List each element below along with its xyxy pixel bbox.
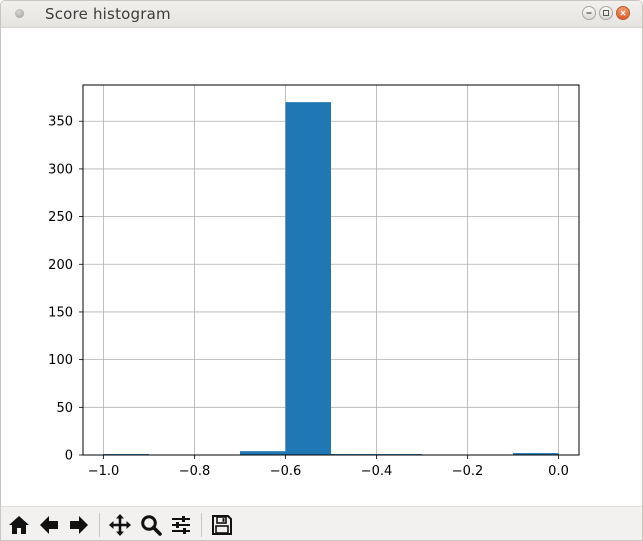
save-button[interactable] (209, 512, 235, 538)
y-tick-label: 350 (48, 115, 73, 130)
toolbar-separator (201, 513, 202, 537)
x-tick-label: −0.2 (452, 464, 484, 479)
y-tick-label: 50 (56, 401, 73, 416)
home-icon (9, 516, 29, 534)
x-tick-label: 0.0 (548, 464, 569, 479)
minimize-icon (586, 12, 592, 14)
x-tick-label: −0.8 (179, 464, 211, 479)
zoom-button[interactable] (138, 512, 164, 538)
y-tick-label: 200 (48, 258, 73, 273)
histogram-bar (285, 102, 331, 455)
close-icon (620, 10, 626, 16)
y-tick-label: 150 (48, 305, 73, 320)
close-button[interactable] (616, 6, 630, 20)
maximize-button[interactable] (599, 6, 613, 20)
back-button[interactable] (36, 512, 62, 538)
x-tick-label: −0.4 (361, 464, 393, 479)
sliders-icon (172, 516, 190, 534)
navigation-toolbar (1, 506, 642, 540)
toolbar-separator (99, 513, 100, 537)
y-tick-label: 250 (48, 210, 73, 225)
histogram-bar (513, 453, 559, 455)
move-icon (109, 514, 131, 536)
maximize-icon (603, 10, 609, 16)
histogram-chart: −1.0 −0.8 −0.6 −0.4 −0.2 0.0 0 50 100 150 200 250 30… (48, 84, 580, 479)
figure-canvas[interactable]: −1.0 −0.8 −0.6 −0.4 −0.2 0.0 0 50 100 150 200 250 30… (1, 28, 642, 506)
minimize-button[interactable] (582, 6, 596, 20)
y-tick-label: 0 (65, 449, 73, 464)
window-menu-icon[interactable] (15, 9, 24, 18)
y-tick-label: 300 (48, 162, 73, 177)
home-button[interactable] (6, 512, 32, 538)
x-tick-label: −1.0 (88, 464, 120, 479)
y-tick-label: 100 (48, 353, 73, 368)
arrow-right-icon (70, 516, 88, 534)
window-title: Score histogram (45, 5, 171, 23)
pan-button[interactable] (107, 512, 133, 538)
axes-frame (82, 84, 580, 456)
histogram-bar (239, 451, 286, 455)
x-tick-label: −0.6 (270, 464, 302, 479)
magnifier-icon (141, 515, 162, 536)
arrow-left-icon (40, 516, 58, 534)
floppy-disk-icon (212, 515, 232, 535)
configure-subplots-button[interactable] (168, 512, 194, 538)
title-bar[interactable]: Score histogram (1, 1, 642, 28)
forward-button[interactable] (66, 512, 92, 538)
